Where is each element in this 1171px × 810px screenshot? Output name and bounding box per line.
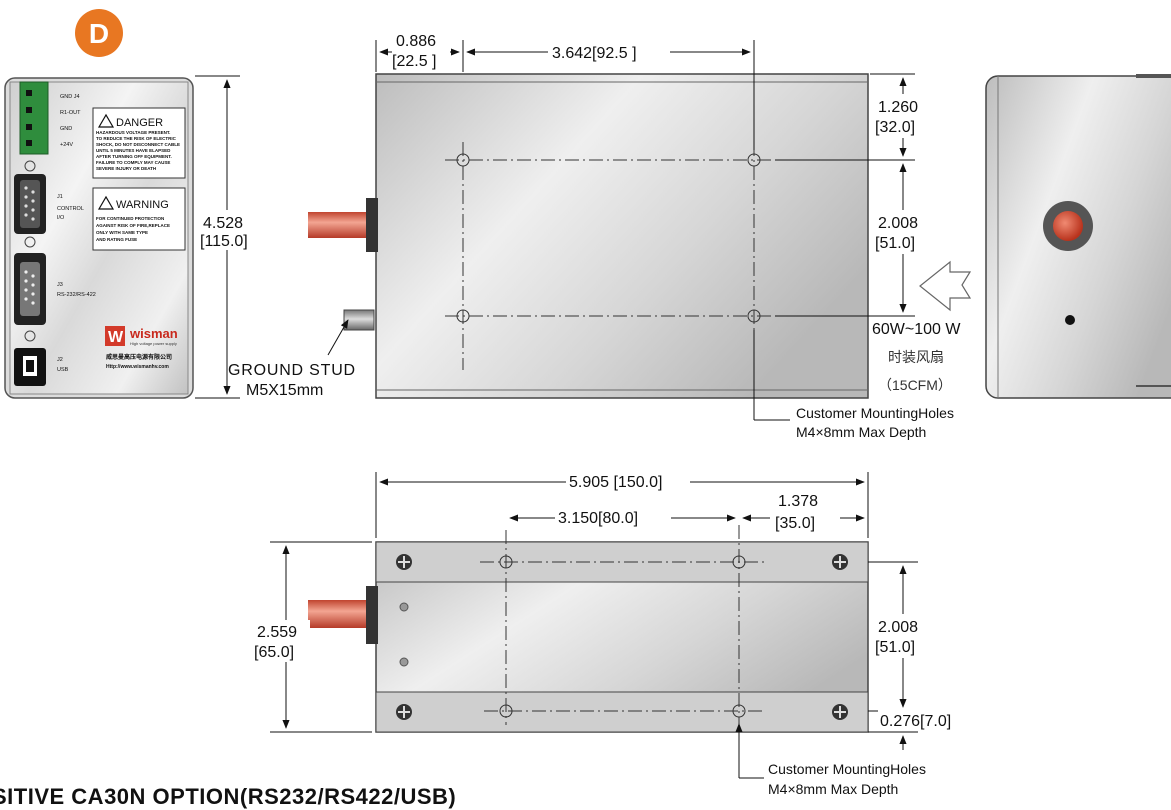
fan-cfm: （15CFM） [878, 377, 952, 393]
holes-note: Customer MountingHoles [796, 405, 954, 421]
bottom-flange-top [375, 541, 869, 583]
fan-cn: 时装风扇 [888, 350, 944, 366]
bottom-rivet [399, 657, 409, 667]
holes-depth: M4×8mm Max Depth [796, 424, 926, 440]
bottom-rivet [399, 602, 409, 612]
dim-d-mm: [51.0] [875, 235, 915, 252]
brand-cn: 威思曼高压电源有限公司 [106, 353, 172, 361]
hv-cable [308, 212, 370, 238]
terminal-block [19, 81, 49, 155]
danger-line-4: UNTIL 5 MINUTES HAVE ELAPSED [96, 148, 171, 153]
warning-line-3: ONLY WITH SAME TYPE [96, 230, 148, 235]
rear-red-button [1053, 211, 1083, 241]
side-view-body [375, 73, 869, 399]
j3-label: J3 [57, 282, 63, 288]
dim-span: 3.150[80.0] [558, 510, 638, 527]
ground-stud-size: M5X15mm [246, 382, 323, 399]
warning-line-1: FOR CONTINUED PROTECTION [96, 216, 164, 221]
bottom-holes-note: Customer MountingHoles [768, 761, 926, 777]
svg-text:W: W [108, 329, 124, 346]
rear-view [985, 74, 1171, 399]
brand-tagline: High voltage power supply [130, 341, 177, 346]
dim-hole-in: 2.008 [878, 619, 918, 636]
screw-icon [24, 330, 36, 342]
hv-cable [308, 600, 370, 628]
warning-triangle-icon [97, 113, 115, 128]
warning-triangle-icon [97, 195, 115, 210]
screw-icon [24, 160, 36, 172]
dim-total: 5.905 [150.0] [569, 474, 662, 491]
side-view: GROUND STUD M5X15mm Customer MountingHol… [228, 30, 972, 440]
connector-label-4: +24V [60, 142, 73, 148]
dim-c-in: 1.260 [878, 99, 918, 116]
cable-gland [366, 586, 378, 644]
dim-hole-mm: [51.0] [875, 639, 915, 656]
dim-b: 3.642[92.5 ] [552, 45, 637, 62]
danger-line-1: HAZARDOUS VOLTAGE PRESENT. [96, 130, 170, 135]
brand-name: wisman [129, 326, 178, 341]
height-in: 4.528 [203, 215, 243, 232]
j3-sub: RS-232/RS-422 [57, 292, 96, 298]
bottom-view: 5.905 [150.0] 3.150[80.0] 1.378 [35.0] 2… [254, 470, 976, 797]
j1-sub: CONTROL [57, 206, 84, 212]
dim-c-mm: [32.0] [875, 119, 915, 136]
front-panel-view: GND J4 R1-OUT GND +24V J1 CONTROL I/O J3… [4, 75, 262, 399]
connector-label-2: R1-OUT [60, 110, 81, 116]
dim-a-mm: [22.5 ] [392, 53, 436, 70]
screw-icon [24, 236, 36, 248]
dim-height-in: 2.559 [257, 624, 297, 641]
dim-edge-in: 1.378 [778, 493, 818, 510]
cable-gland [366, 198, 378, 252]
danger-line-2: TO REDUCE THE RISK OF ELECTRIC [96, 136, 177, 141]
danger-line-3: SHOCK, DO NOT DISCONNECT CABLE [96, 142, 180, 147]
danger-title: DANGER [116, 117, 163, 129]
dim-a-in: 0.886 [396, 33, 436, 50]
danger-label: DANGER HAZARDOUS VOLTAGE PRESENT. TO RED… [92, 107, 186, 179]
j2-sub: USB [57, 367, 69, 373]
footer-title: SITIVE CA30N OPTION(RS232/RS422/USB) [0, 784, 457, 809]
badge-circle [75, 9, 123, 57]
ground-stud [343, 309, 375, 331]
warning-line-2: AGAINST RISK OF FIRE,REPLACE [96, 223, 170, 228]
flange-screws [396, 554, 848, 720]
airflow-arrow-icon [919, 260, 972, 312]
j1-label: J1 [57, 194, 63, 200]
danger-line-7: SEVERE INJURY OR DEATH [96, 166, 156, 171]
bottom-flange-bottom [375, 691, 869, 733]
danger-line-6: FAILURE TO COMPLY MAY CAUSE [96, 160, 170, 165]
ground-stud-label: GROUND STUD [228, 362, 356, 379]
rear-led-hole [1065, 315, 1075, 325]
height-mm: [115.0] [200, 233, 248, 250]
dim-edge-mm: [35.0] [775, 515, 815, 532]
brand-url: Http://www.wismanhv.com [106, 364, 169, 370]
dim-height-mm: [65.0] [254, 644, 294, 661]
j2-label: J2 [57, 357, 63, 363]
fan-power: 60W~100 W [872, 321, 961, 338]
connector-label-1: GND J4 [60, 94, 80, 100]
warning-title: WARNING [116, 199, 169, 211]
dim-d-in: 2.008 [878, 215, 918, 232]
dim-offset: 0.276[7.0] [880, 713, 951, 730]
connector-label-3: GND [60, 126, 72, 132]
bottom-holes-depth: M4×8mm Max Depth [768, 781, 898, 797]
warning-line-4: AND RATING FUSE [96, 237, 137, 242]
warning-label: WARNING FOR CONTINUED PROTECTION AGAINST… [92, 187, 186, 251]
section-badge: D [75, 9, 123, 57]
j1-sub2: I/O [57, 215, 65, 221]
badge-letter: D [89, 18, 109, 49]
wisman-logo-mark [105, 326, 125, 346]
wisman-logo: W wisman High voltage power supply 威思曼高压… [105, 326, 178, 370]
danger-line-5: AFTER TURNING OFF EQUIPMENT. [96, 154, 172, 159]
